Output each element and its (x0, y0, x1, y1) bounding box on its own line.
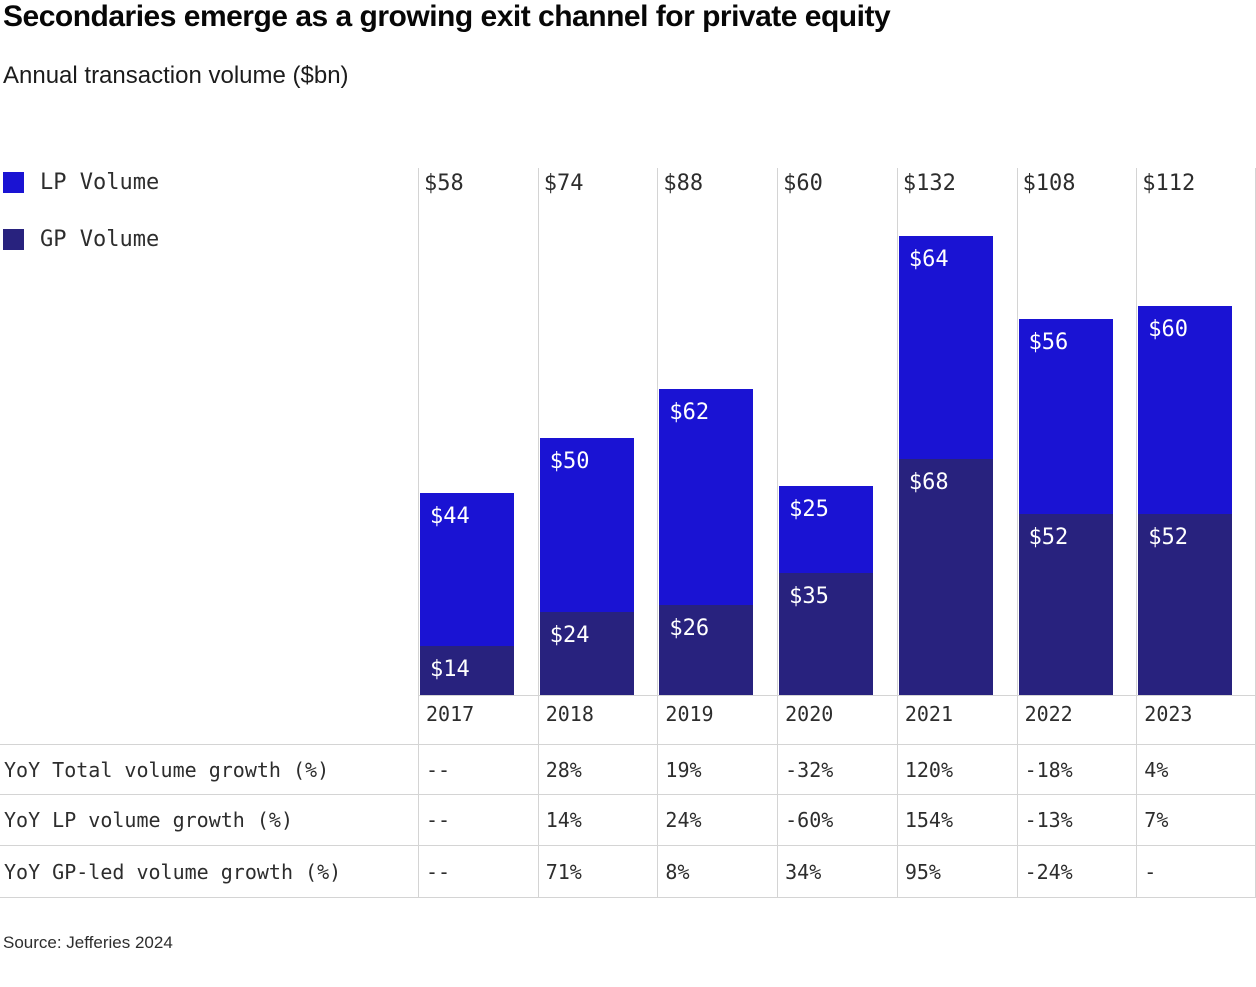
axis-baseline (418, 695, 1256, 696)
legend: LP Volume GP Volume (3, 169, 160, 285)
table-cell: -13% (1024, 808, 1073, 832)
gp-bar-value-label: $35 (789, 584, 829, 610)
x-axis-year-label: 2023 (1144, 702, 1193, 726)
lp-bar-segment: $60 (1138, 305, 1233, 515)
bar-total-label: $132 (902, 171, 956, 196)
x-axis-year-label: 2020 (785, 702, 834, 726)
lp-bar-value-label: $60 (1148, 316, 1189, 342)
lp-bar-value-label: $44 (430, 504, 470, 530)
lp-bar-value-label: $56 (1028, 330, 1069, 356)
table-cell: -60% (785, 808, 834, 832)
table-row: YoY Total volume growth (%) -- 28% 19% -32% 1… (0, 744, 1256, 795)
column-gridline (538, 168, 539, 898)
bar-total-label: $74 (543, 171, 584, 196)
page-subtitle: Annual transaction volume ($bn) (3, 62, 349, 89)
lp-bar-value-label: $25 (789, 497, 829, 523)
x-axis-year-label: 2021 (904, 702, 954, 726)
lp-bar-segment: $50 (539, 437, 634, 612)
table-cell: -- (426, 859, 451, 884)
table-cell: -- (426, 757, 451, 782)
table-cell: 120% (904, 757, 954, 782)
bar-total-label: $88 (663, 171, 704, 196)
x-axis-year-label: 2022 (1024, 702, 1073, 726)
gp-bar-segment: $14 (420, 646, 514, 695)
table-cell: 4% (1144, 757, 1169, 782)
column-gridline (1136, 168, 1137, 898)
table-cell: -18% (1024, 757, 1073, 782)
table-cell: 154% (904, 808, 954, 832)
lp-bar-value-label: $64 (908, 247, 949, 272)
table-row-label: YoY GP-led volume growth (%) (4, 859, 342, 884)
gp-bar-value-label: $26 (669, 615, 710, 641)
legend-label-gp: GP Volume (40, 226, 160, 252)
column-gridline (897, 168, 898, 898)
bar-total-label: $112 (1142, 171, 1196, 196)
table-cell: 7% (1144, 808, 1169, 832)
source-note: Source: Jefferies 2024 (3, 933, 173, 952)
column-gridline (777, 168, 778, 898)
table-cell: 24% (665, 808, 702, 832)
table-cell: 34% (785, 859, 822, 884)
table-row-label: YoY LP volume growth (%) (4, 808, 293, 832)
x-axis-year-label: 2017 (426, 702, 475, 726)
table-cell: 8% (665, 859, 690, 884)
table-cell: -- (426, 808, 451, 832)
lp-bar-value-label: $50 (549, 448, 590, 474)
table-cell: 71% (545, 859, 582, 884)
table-row: YoY GP-led volume growth (%) -- 71% 8% 34% 95… (0, 846, 1256, 898)
lp-bar-segment: $25 (779, 486, 874, 574)
gp-bar-segment: $26 (659, 604, 754, 695)
gp-bar-value-label: $68 (908, 469, 949, 495)
lp-bar-segment: $44 (420, 493, 514, 647)
gp-bar-segment: $52 (1138, 514, 1233, 695)
gp-bar-value-label: $24 (549, 622, 590, 648)
table-cell: 14% (545, 808, 582, 832)
table-cell: 28% (545, 757, 582, 782)
bar-total-label: $60 (783, 171, 823, 196)
x-axis-year-label: 2019 (665, 702, 714, 726)
table-cell: -32% (785, 757, 834, 782)
column-gridline (657, 168, 658, 898)
table-cell: -24% (1024, 859, 1073, 884)
lp-swatch-icon (3, 171, 24, 193)
legend-item-lp: LP Volume (3, 169, 160, 195)
bar-total-label: $108 (1022, 171, 1076, 196)
growth-table: YoY Total volume growth (%) -- 28% 19% -32% 1… (0, 744, 1256, 898)
gp-bar-value-label: $52 (1028, 525, 1069, 551)
lp-bar-value-label: $62 (669, 400, 710, 425)
table-cell: - (1144, 859, 1157, 884)
gp-swatch-icon (3, 228, 24, 250)
column-gridline (418, 168, 419, 898)
bar-total-label: $58 (424, 171, 464, 196)
table-row: YoY LP volume growth (%) -- 14% 24% -60% 154%… (0, 795, 1256, 846)
gp-bar-segment: $24 (539, 611, 634, 695)
lp-bar-segment: $56 (1018, 319, 1113, 515)
gp-bar-segment: $68 (898, 458, 993, 695)
gp-bar-segment: $52 (1018, 514, 1113, 695)
table-row-label: YoY Total volume growth (%) (4, 757, 330, 782)
page-title: Secondaries emerge as a growing exit cha… (3, 0, 891, 33)
lp-bar-segment: $64 (898, 236, 993, 459)
lp-bar-segment: $62 (659, 389, 754, 605)
table-cell: 95% (904, 859, 941, 884)
gp-bar-value-label: $14 (430, 657, 470, 683)
gp-bar-segment: $35 (779, 573, 874, 695)
legend-item-gp: GP Volume (3, 226, 160, 252)
x-axis-year-label: 2018 (545, 702, 594, 726)
gp-bar-value-label: $52 (1148, 525, 1189, 551)
table-cell: 19% (665, 757, 702, 782)
column-gridline (1017, 168, 1018, 898)
legend-label-lp: LP Volume (40, 169, 160, 195)
